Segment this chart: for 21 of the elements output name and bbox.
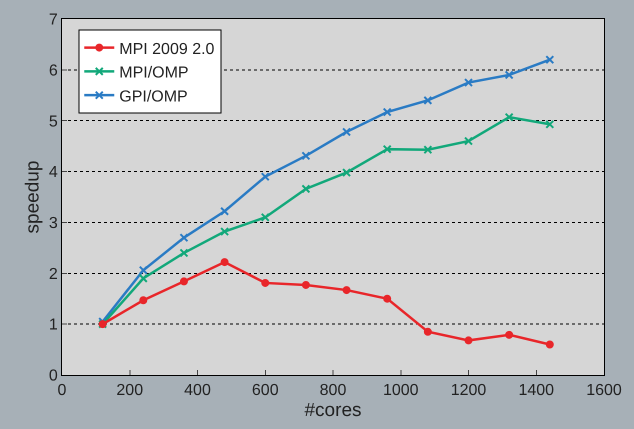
x-tick-label: 200	[116, 382, 144, 400]
x-tick-label: 600	[252, 382, 279, 400]
y-tick-label: 6	[48, 62, 58, 80]
y-tick-label: 7	[48, 12, 58, 29]
x-tick-label: 1200	[450, 382, 486, 400]
x-tick-label: 1600	[586, 382, 622, 400]
y-axis-title: speedup	[22, 160, 44, 234]
x-tick-label: 1400	[518, 382, 554, 400]
y-tick-label: 5	[48, 113, 58, 130]
x-tick-label: 1000	[382, 382, 419, 400]
y-tick-label: 4	[48, 164, 58, 182]
x-tick-label: 800	[320, 382, 346, 400]
legend-label: GPI/OMP	[119, 88, 188, 106]
x-axis-title: #cores	[304, 400, 362, 421]
legend-label: MPI 2009 2.0	[119, 40, 215, 58]
y-tick-label: 1	[48, 316, 58, 334]
x-tick-label: 400	[184, 382, 211, 400]
legend-label: MPI/OMP	[119, 64, 189, 82]
y-tick-label: 0	[48, 368, 58, 385]
y-tick-label: 2	[48, 266, 58, 283]
y-tick-label: 3	[48, 215, 58, 232]
